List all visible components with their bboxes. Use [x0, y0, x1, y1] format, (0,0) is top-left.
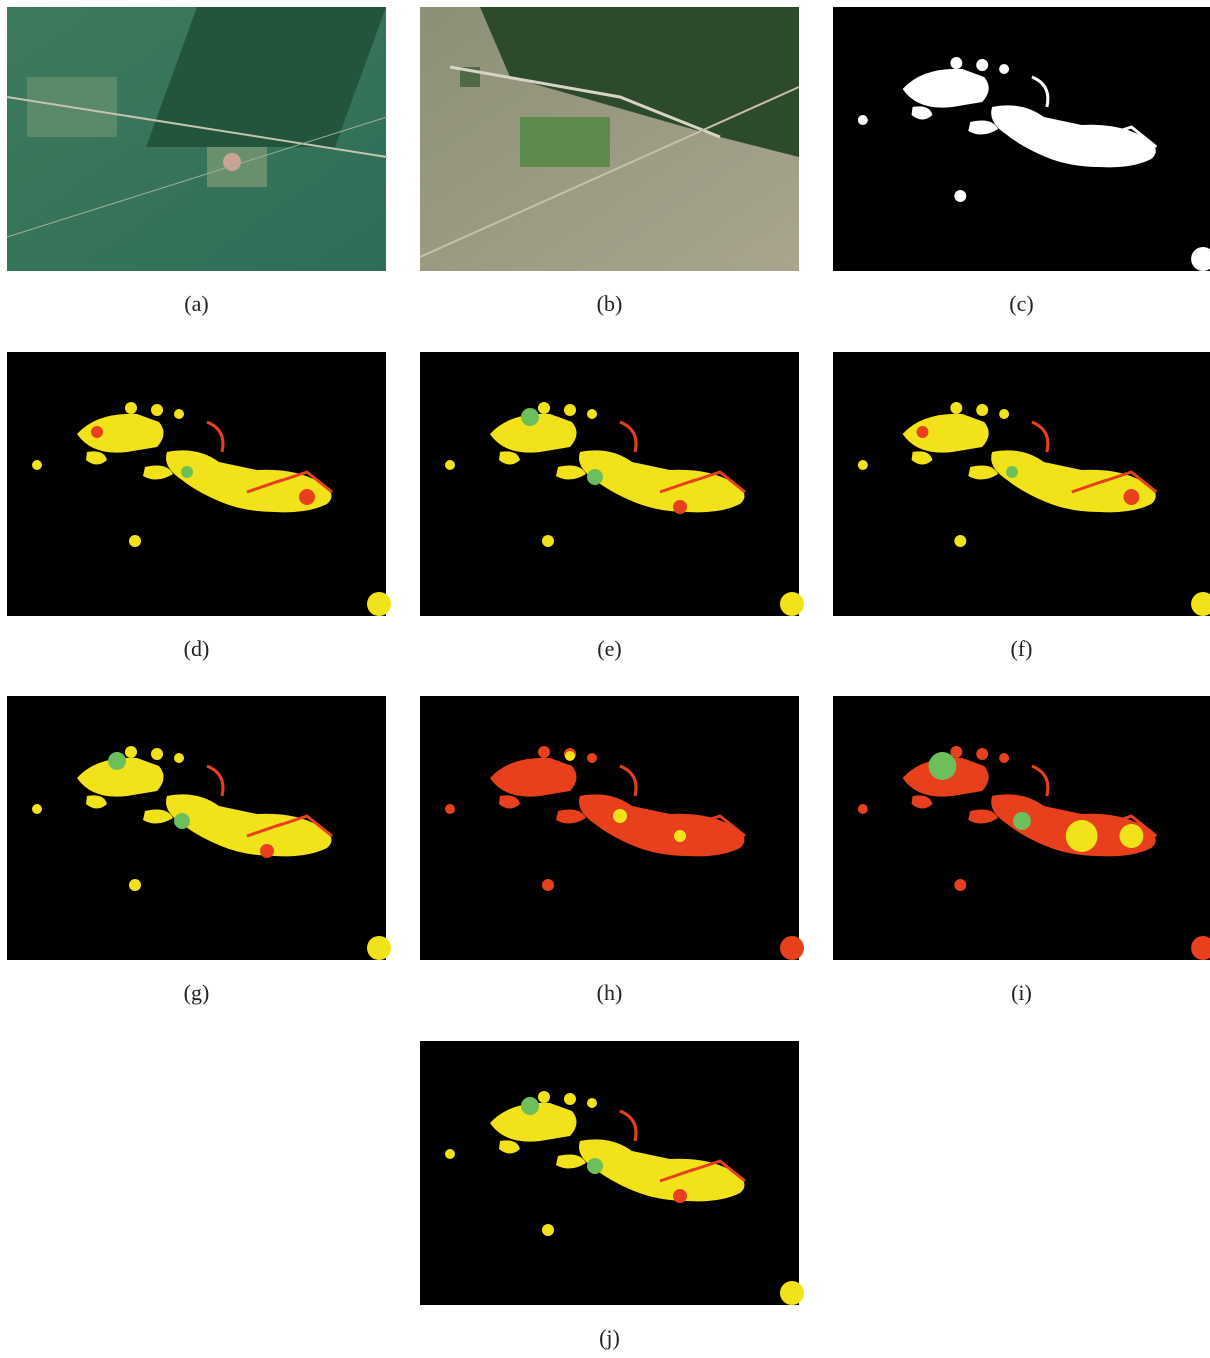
page: (a)(b)(c)(d)(e)(f)(g)(h)(i)(j) (() => { …: [0, 0, 1210, 1353]
figure: (a) (b) (c) (d) (e) (f) (g) (h) (i) (j): [0, 0, 1210, 1353]
image: [420, 696, 804, 960]
panel-image: [420, 7, 799, 271]
panel-caption: (e): [597, 636, 621, 661]
panel-image: [833, 696, 1210, 960]
panel-caption: (h): [597, 980, 623, 1005]
panel-image: [833, 7, 1210, 271]
image: [833, 696, 1210, 960]
panel-caption: (b): [597, 291, 623, 316]
image: [7, 7, 387, 271]
panel-image: [7, 7, 387, 271]
panel-image: [420, 696, 804, 960]
panel-image: [7, 352, 391, 616]
panel-caption: (j): [599, 1325, 620, 1350]
panel-caption: (f): [1011, 636, 1033, 661]
panel-caption: (d): [184, 636, 210, 661]
panel-image: [7, 696, 391, 960]
image: [420, 1041, 804, 1305]
panel-caption: (g): [184, 980, 210, 1005]
panel-caption: (a): [184, 291, 208, 316]
image: [420, 352, 804, 616]
image: [833, 352, 1210, 616]
image: [7, 352, 391, 616]
panel-caption: (i): [1011, 980, 1032, 1005]
panel-image: [420, 352, 804, 616]
panel-caption: (c): [1009, 291, 1033, 316]
image: [833, 7, 1210, 271]
panel-image: [833, 352, 1210, 616]
panel-image: [420, 1041, 804, 1305]
image: [7, 696, 391, 960]
image: [420, 7, 799, 271]
